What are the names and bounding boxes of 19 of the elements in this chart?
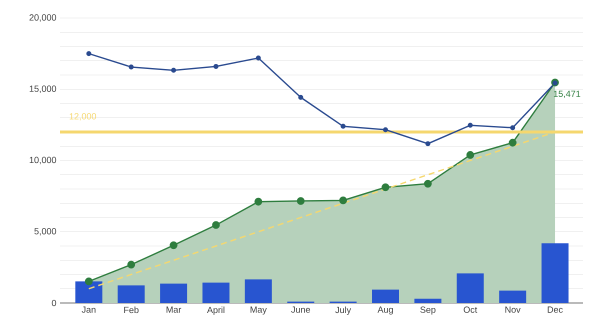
y-tick-label: 0: [52, 300, 56, 306]
y-tick-label: 15,000: [30, 86, 56, 93]
x-tick-label: Feb: [124, 306, 139, 314]
y-tick-label: 10,000: [30, 156, 56, 164]
x-tick-label: May: [250, 306, 267, 315]
x-tick-label: Aug: [378, 306, 393, 315]
x-tick-label: Sep: [420, 306, 436, 315]
x-tick-label: Oct: [464, 306, 478, 313]
x-tick-label: April: [207, 306, 224, 315]
y-tick-label: 5,000: [34, 228, 56, 236]
x-tick-label: June: [291, 306, 310, 313]
x-tick-label: Jan: [82, 306, 96, 313]
y-tick-label: 20,000: [30, 14, 56, 22]
annotation: 15,471: [554, 90, 580, 98]
x-tick-label: July: [335, 306, 352, 315]
x-tick-label: Mar: [166, 306, 182, 313]
x-tick-label: Nov: [505, 306, 521, 313]
ref-line-label: 12,000: [70, 113, 96, 120]
x-tick-label: Dec: [548, 306, 563, 313]
